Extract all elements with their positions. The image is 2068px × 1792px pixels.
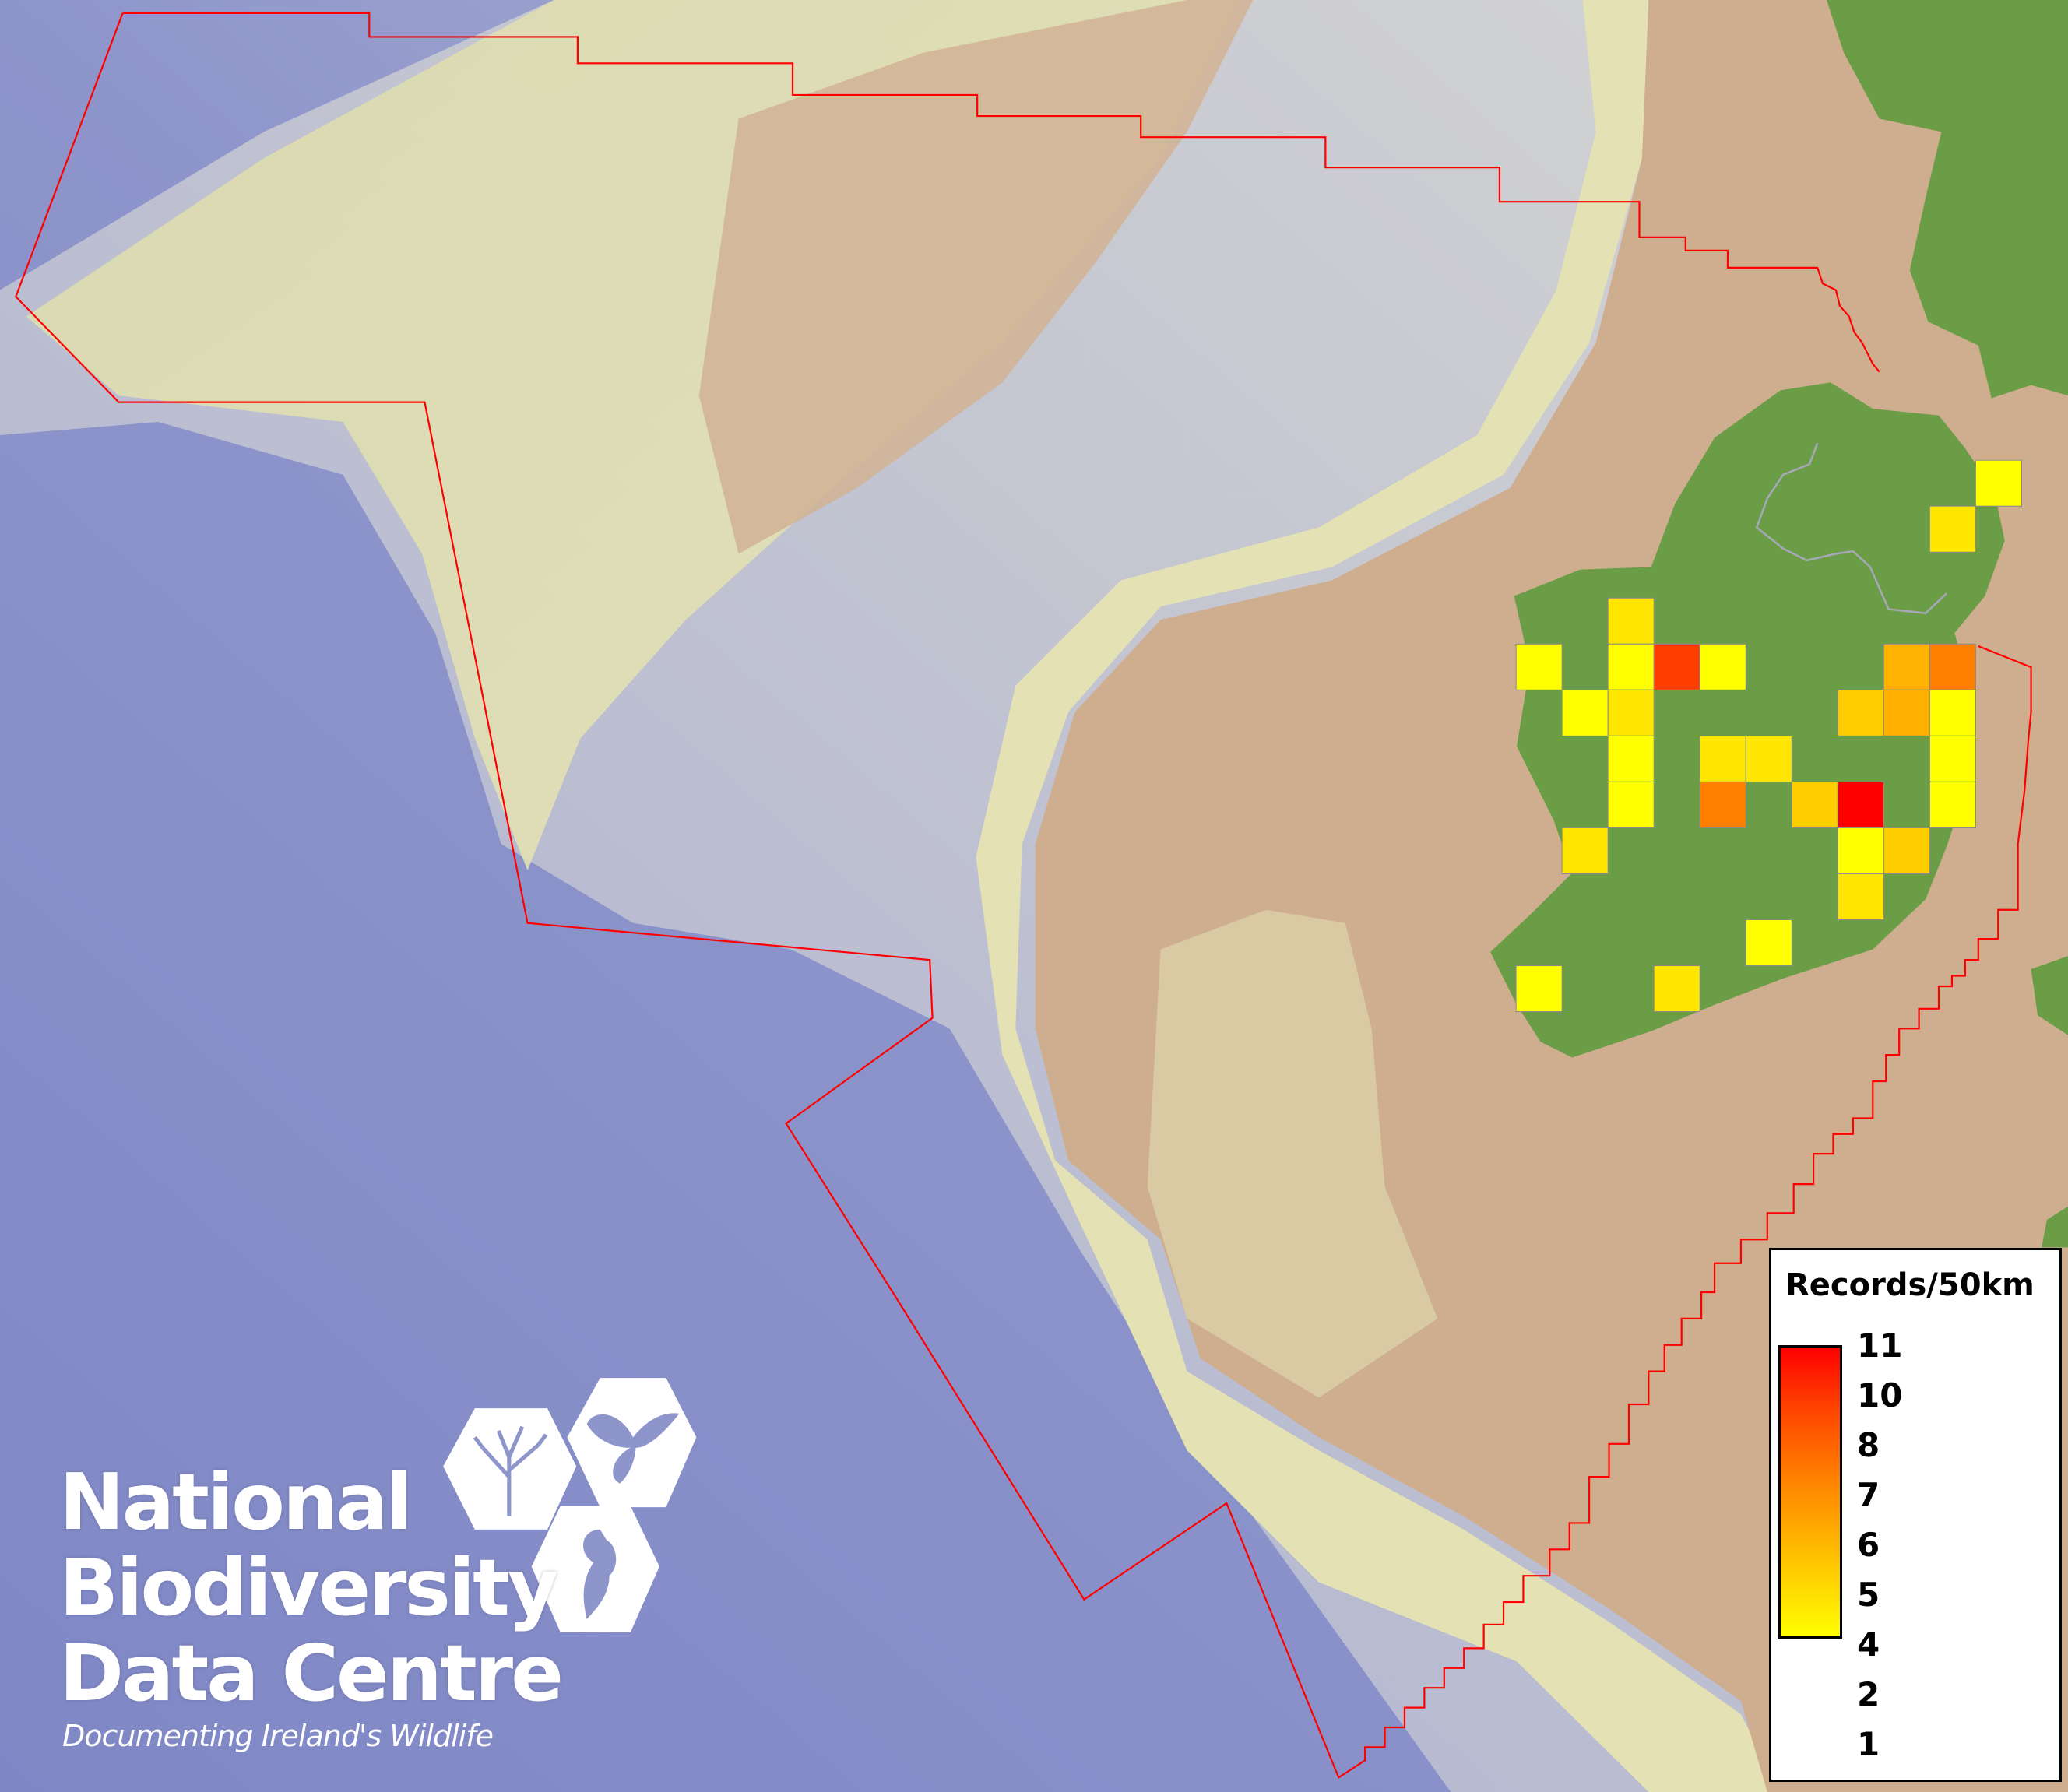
record-cell xyxy=(1883,643,1930,690)
legend-tick-label: 5 xyxy=(1857,1576,1880,1614)
record-cell xyxy=(1929,689,1976,736)
record-cell xyxy=(1561,827,1609,874)
record-cell xyxy=(1837,827,1884,874)
record-cell xyxy=(1607,781,1655,828)
logo-hexagons xyxy=(443,1378,697,1633)
record-cell xyxy=(1745,919,1792,967)
northern-ireland-border xyxy=(1755,442,1948,614)
record-cell xyxy=(1837,689,1884,736)
logo-line-national: National xyxy=(59,1456,413,1548)
shelf-edge xyxy=(976,0,1781,1792)
legend-tick-label: 8 xyxy=(1857,1426,1880,1464)
logo-tagline: Documenting Ireland's Wildlife xyxy=(62,1719,494,1753)
eez-boundary-west xyxy=(15,12,2032,1780)
record-cell xyxy=(1607,735,1655,782)
record-cell xyxy=(1975,459,2022,507)
legend-color-ramp xyxy=(1778,1345,1842,1639)
record-cell xyxy=(1745,735,1792,782)
legend-tick-label: 2 xyxy=(1857,1675,1880,1713)
record-cell xyxy=(1883,689,1930,736)
legend-tick-label: 7 xyxy=(1857,1476,1880,1514)
wales-land xyxy=(2042,1206,2068,1248)
record-cell xyxy=(1791,781,1838,828)
record-cell xyxy=(1607,597,1655,645)
logo-line-biodiversity: Biodiversity xyxy=(59,1542,558,1633)
eez-boundary xyxy=(122,12,1880,373)
record-cell xyxy=(1653,965,1700,1013)
record-cell xyxy=(1837,781,1884,828)
record-cell xyxy=(1607,689,1655,736)
record-cell xyxy=(1837,873,1884,920)
record-cell xyxy=(1561,689,1609,736)
legend-tick-label: 4 xyxy=(1857,1625,1880,1664)
record-cell xyxy=(1607,643,1655,690)
legend-tick-label: 1 xyxy=(1857,1725,1880,1763)
legend: Records/50km 11 10 8 7 6 5 4 2 1 xyxy=(1769,1248,2062,1782)
legend-tick-label: 11 xyxy=(1857,1326,1903,1365)
celtic-sea-fan xyxy=(1147,909,1438,1398)
record-cell xyxy=(1699,643,1746,690)
record-cell xyxy=(1699,781,1746,828)
record-cell xyxy=(1653,643,1700,690)
record-cell xyxy=(1699,735,1746,782)
record-cell xyxy=(1929,643,1976,690)
record-cell xyxy=(1929,735,1976,782)
legend-title: Records/50km xyxy=(1785,1267,2035,1303)
shelf-upper xyxy=(698,0,1254,554)
record-cell xyxy=(1515,643,1563,690)
records-grid xyxy=(1515,459,2022,1013)
record-cell xyxy=(1929,505,1976,553)
record-cell xyxy=(1515,965,1563,1013)
britain-land-east xyxy=(2031,956,2068,1035)
legend-tick-label: 6 xyxy=(1857,1526,1880,1564)
scotland-land xyxy=(1827,0,2068,399)
record-cell xyxy=(1929,781,1976,828)
legend-tick-label: 10 xyxy=(1857,1376,1903,1414)
logo-line-data-centre: Data Centre xyxy=(59,1628,564,1719)
record-cell xyxy=(1883,827,1930,874)
